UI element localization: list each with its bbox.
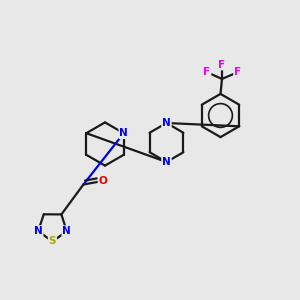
Text: N: N <box>119 128 128 138</box>
Text: N: N <box>162 157 171 167</box>
Text: F: F <box>203 67 211 77</box>
Text: F: F <box>234 67 241 77</box>
Text: N: N <box>34 226 43 236</box>
Text: O: O <box>98 176 107 187</box>
Text: S: S <box>49 236 56 247</box>
Text: N: N <box>162 118 171 128</box>
Text: N: N <box>62 226 71 236</box>
Text: F: F <box>218 59 226 70</box>
